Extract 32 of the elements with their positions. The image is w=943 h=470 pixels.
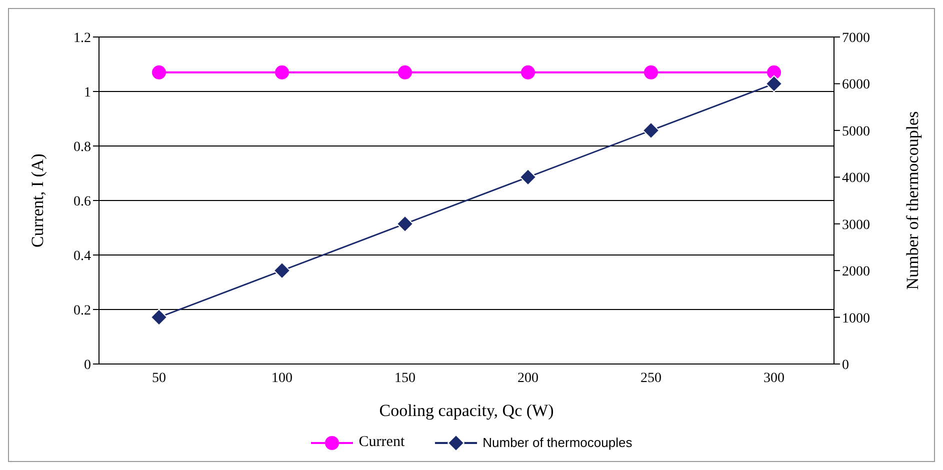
point [274, 262, 290, 280]
y2-tick-label: 3000 [842, 218, 870, 233]
point [396, 215, 414, 232]
x-tick-label: 150 [394, 370, 416, 386]
y2-tick-label: 4000 [842, 171, 870, 186]
y2-tick-label: 2000 [842, 264, 870, 280]
y-tick-label: 0.6 [74, 194, 91, 210]
y2-tick-label: 5000 [842, 124, 870, 140]
y2-axis-title: Number of thermocouples [903, 111, 922, 290]
x-tick-label: 50 [152, 370, 166, 386]
point [520, 168, 536, 186]
y-tick-label: 0.8 [74, 140, 91, 155]
y2-tick-label: 7000 [842, 30, 870, 46]
y-tick-label: 1 [84, 85, 91, 100]
legend-label: Number of thermocouples [482, 435, 632, 450]
y-tick-label: 1.2 [74, 30, 91, 46]
point [642, 122, 660, 139]
point [766, 75, 782, 92]
y2-tick-label: 0 [842, 358, 849, 373]
y2-tick-label: 1000 [842, 311, 870, 326]
y-axis-title: Current, I (A) [28, 154, 48, 248]
x-tick-label: 300 [764, 370, 784, 386]
legend-label: Current [358, 434, 405, 451]
point [150, 308, 168, 326]
y-tick-label: 0.2 [74, 303, 91, 318]
x-tick-label: 100 [272, 370, 292, 386]
x-tick-label: 250 [640, 370, 662, 386]
x-axis-title: Cooling capacity, Qc (W) [379, 401, 554, 420]
y-tick-label: 0.4 [74, 248, 91, 264]
y-tick-label: 0 [84, 358, 91, 373]
x-tick-label: 200 [518, 370, 538, 386]
y2-tick-label: 6000 [842, 78, 870, 93]
